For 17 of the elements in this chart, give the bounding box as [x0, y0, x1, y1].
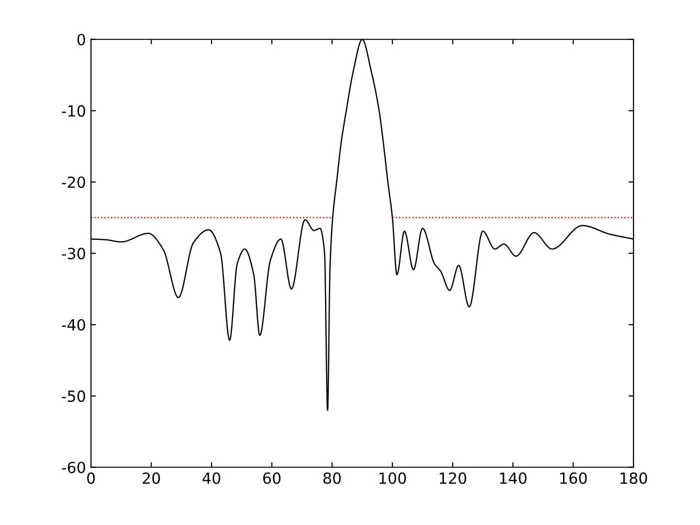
y-tick-label: -10 — [62, 105, 86, 117]
y-tick-label: -60 — [62, 462, 86, 474]
x-tick-label: 40 — [202, 472, 220, 484]
x-tick-label: 100 — [379, 472, 406, 484]
x-tick-label: 0 — [87, 472, 95, 484]
x-tick-label: 120 — [440, 472, 466, 484]
x-tick-label: 140 — [500, 472, 527, 484]
y-tick-label: -30 — [62, 248, 86, 260]
y-tick-label: -50 — [62, 390, 86, 402]
y-tick-label: 0 — [77, 34, 86, 46]
x-tick-label: 80 — [323, 472, 341, 484]
x-tick-label: 160 — [560, 472, 587, 484]
x-tick-label: 180 — [620, 472, 648, 484]
x-tick-label: 20 — [142, 472, 160, 484]
x-tick-label: 60 — [263, 472, 281, 484]
y-tick-label: -20 — [62, 176, 86, 188]
y-tick-label: -40 — [62, 319, 86, 331]
